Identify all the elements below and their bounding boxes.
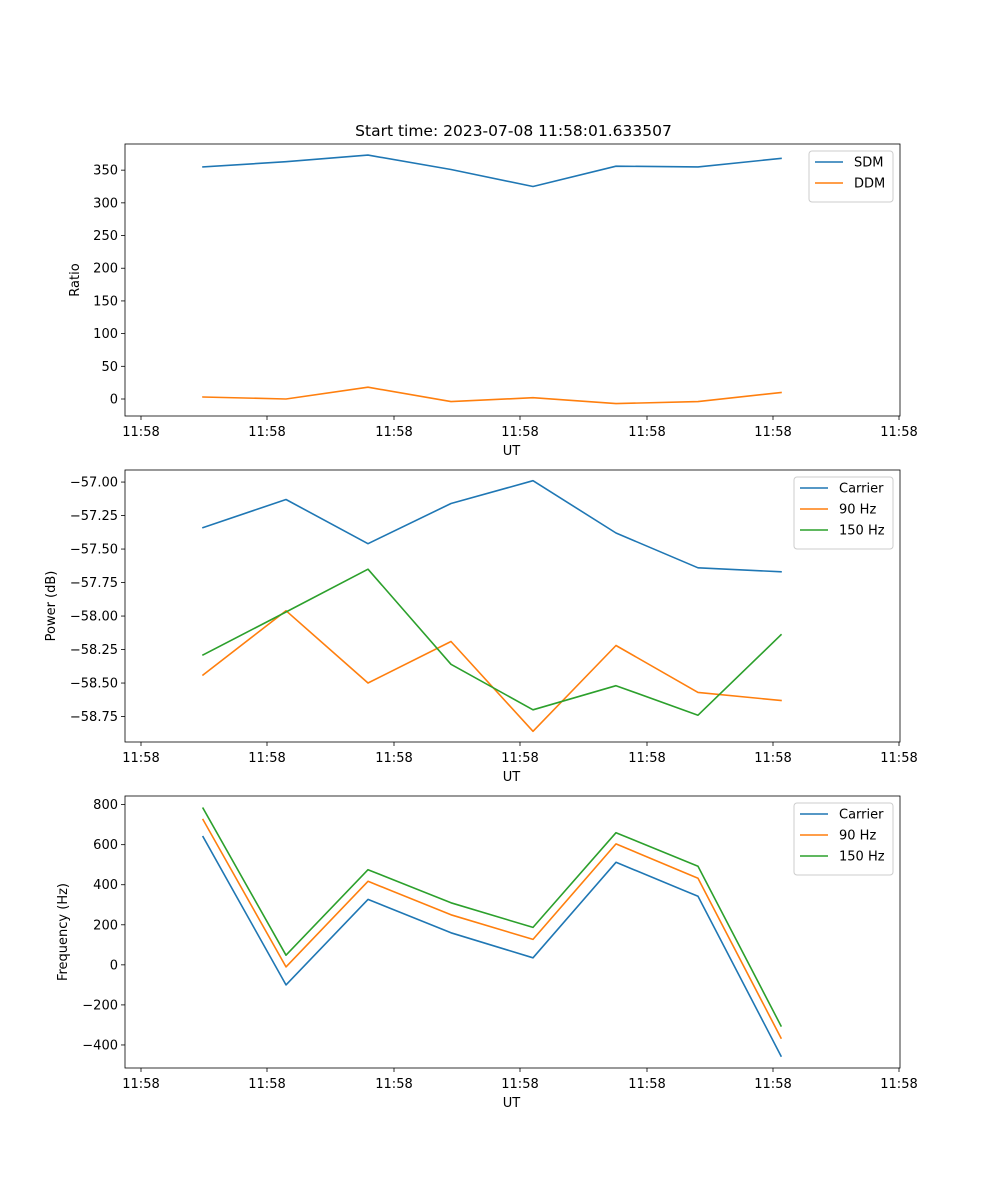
x-tick-label: 11:58: [375, 425, 412, 440]
plot-frame: [124, 143, 901, 417]
y-tick-label: −400: [82, 1038, 118, 1053]
y-tick-label: 50: [101, 360, 118, 375]
legend: SDM DDM: [808, 150, 894, 203]
y-tick-label: −57.50: [70, 543, 118, 558]
legend: Carrier 90 Hz 150 Hz: [793, 802, 894, 876]
plot-area: [125, 796, 900, 1068]
legend-label: 90 Hz: [839, 829, 876, 844]
x-axis-label: UT: [503, 444, 521, 459]
x-tick-label: 11:58: [501, 1077, 538, 1092]
y-tick-label: 800: [93, 798, 118, 813]
legend: Carrier 90 Hz 150 Hz: [793, 476, 894, 550]
series-line-90-hz: [201, 818, 783, 1040]
x-tick-label: 11:58: [122, 425, 159, 440]
x-tick-label: 11:58: [880, 751, 917, 766]
y-tick-label: 150: [93, 294, 118, 309]
legend-label: DDM: [854, 177, 885, 192]
y-tick-label: −58.25: [70, 643, 118, 658]
x-axis-label: UT: [503, 1096, 521, 1111]
x-tick-label: 11:58: [375, 751, 412, 766]
y-tick-label: −58.50: [70, 677, 118, 692]
y-axis-label: Frequency (Hz): [56, 883, 71, 981]
y-tick-label: −57.75: [70, 576, 118, 591]
x-tick-label: 11:58: [501, 751, 538, 766]
x-tick-label: 11:58: [501, 425, 538, 440]
x-tick-label: 11:58: [628, 425, 665, 440]
y-tick-label: 250: [93, 229, 118, 244]
y-axis-label: Ratio: [68, 263, 83, 296]
y-tick-label: 100: [93, 327, 118, 342]
chart-panel-2: 11:58 11:58 11:58 11:58 11:58 11:58 11:58 −58.7…: [44, 469, 918, 785]
y-tick-label: 0: [110, 958, 118, 973]
series-line-sdm: [202, 154, 782, 188]
legend-label: 150 Hz: [839, 524, 885, 539]
x-tick-label: 11:58: [122, 751, 159, 766]
y-tick-label: 200: [93, 262, 118, 277]
x-tick-label: 11:58: [754, 1077, 791, 1092]
y-tick-label: 300: [93, 196, 118, 211]
chart-panel-1: 11:58 11:58 11:58 11:58 11:58 11:58 11:58 0 50 10…: [68, 122, 918, 459]
legend-label: 90 Hz: [839, 503, 876, 518]
x-tick-label: 11:58: [880, 425, 917, 440]
y-tick-label: −200: [82, 998, 118, 1013]
x-tick-label: 11:58: [122, 1077, 159, 1092]
x-tick-label: 11:58: [248, 751, 285, 766]
x-tick-label: 11:58: [880, 1077, 917, 1092]
x-tick-label: 11:58: [628, 751, 665, 766]
panels: 11:58 11:58 11:58 11:58 11:58 11:58 11:58 0 50 10…: [44, 122, 918, 1111]
y-tick-label: −57.25: [70, 509, 118, 524]
y-axis-label: Power (dB): [44, 571, 59, 642]
x-tick-label: 11:58: [754, 425, 791, 440]
series-line-ddm: [202, 386, 782, 405]
y-tick-label: 600: [93, 838, 118, 853]
plot-frame: [124, 469, 901, 743]
y-tick-label: 350: [93, 164, 118, 179]
legend-label: Carrier: [839, 808, 884, 823]
series-line-carrier: [201, 479, 782, 573]
x-tick-label: 11:58: [754, 751, 791, 766]
series-line-150-hz: [201, 807, 783, 1027]
legend-label: Carrier: [839, 482, 884, 497]
x-axis-label: UT: [503, 770, 521, 785]
x-tick-label: 11:58: [248, 1077, 285, 1092]
y-tick-label: −58.00: [70, 610, 118, 625]
legend-label: 150 Hz: [839, 850, 885, 865]
y-tick-label: 400: [93, 878, 118, 893]
plot-frame: [124, 795, 901, 1069]
series-line-150-hz: [201, 568, 783, 717]
y-tick-label: 200: [93, 918, 118, 933]
x-tick-label: 11:58: [248, 425, 285, 440]
y-tick-label: 0: [110, 393, 118, 408]
legend-box: [793, 476, 894, 550]
plot-area: [125, 144, 900, 416]
chart-panel-3: 11:58 11:58 11:58 11:58 11:58 11:58 11:58 −400 −…: [56, 795, 918, 1111]
x-tick-label: 11:58: [375, 1077, 412, 1092]
x-tick-label: 11:58: [628, 1077, 665, 1092]
y-tick-label: −58.75: [70, 710, 118, 725]
series-line-carrier: [201, 835, 783, 1058]
legend-label: SDM: [854, 156, 883, 171]
legend-box: [793, 802, 894, 876]
legend-box: [808, 150, 894, 203]
chart-title: Start time: 2023-07-08 11:58:01.633507: [355, 122, 672, 140]
plot-area: [125, 470, 900, 742]
y-tick-label: −57.00: [70, 476, 118, 491]
